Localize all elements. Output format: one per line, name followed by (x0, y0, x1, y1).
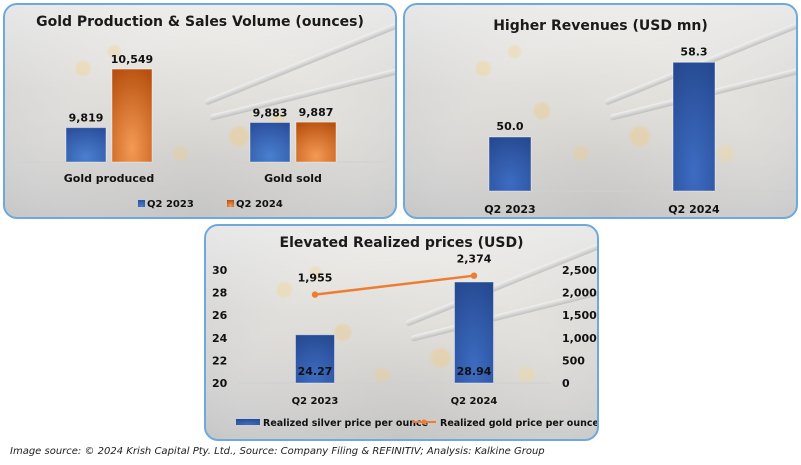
chart-panel-production-sales: Gold Production & Sales Volume (ounces) … (3, 3, 397, 219)
bar-q2-2024 (295, 121, 337, 163)
gold-price-point (311, 291, 319, 298)
x-tick-label: Q2 2024 (668, 203, 720, 216)
data-label: 9,887 (299, 106, 334, 119)
bar-revenue (672, 61, 716, 192)
right-axis-tick: 0 (562, 377, 570, 390)
right-axis-tick: 500 (562, 354, 585, 367)
legend-swatch (138, 200, 145, 207)
source-footnote: Image source: © 2024 Krish Capital Pty. … (10, 446, 545, 457)
data-label: 1,955 (298, 272, 333, 285)
left-axis-tick: 28 (212, 287, 227, 300)
right-axis-tick: 2,500 (562, 264, 597, 277)
data-label: 2,374 (457, 253, 492, 266)
realized-prices-chart: 20 22 24 26 28 30 0 500 1,000 1,500 2,000 2,500 24.2… (212, 253, 599, 429)
data-label: 50.0 (496, 120, 523, 133)
x-tick-label: Q2 2024 (451, 396, 498, 407)
left-axis-tick: 24 (212, 332, 228, 345)
data-label: 58.3 (680, 45, 707, 58)
legend-label: Realized gold price per ounce (440, 418, 599, 429)
chart-title: Elevated Realized prices (USD) (279, 235, 524, 251)
right-axis-tick: 1,500 (562, 309, 597, 322)
bar-q2-2024 (111, 68, 153, 163)
bar-q2-2023 (65, 127, 107, 163)
left-axis-tick: 30 (212, 264, 228, 277)
bar-q2-2023 (249, 121, 291, 163)
data-label: 9,883 (253, 106, 288, 119)
legend-label: Q2 2023 (147, 199, 194, 210)
production-sales-chart: 9,819 10,549 Gold produced 9,883 9,887 Gold s… (19, 53, 385, 210)
chart-panel-revenues: Higher Revenues (USD mn) 50.0 Q2 2023 58.3… (403, 3, 798, 219)
legend-swatch-marker (421, 419, 427, 425)
legend-swatch-bar (236, 419, 260, 425)
bar-silver-price (454, 281, 494, 384)
data-label: 28.94 (457, 365, 492, 378)
left-axis-tick: 26 (212, 309, 228, 322)
x-tick-label: Gold produced (64, 172, 154, 185)
data-label: 24.27 (298, 365, 333, 378)
x-tick-label: Q2 2023 (484, 203, 535, 216)
left-axis-tick: 20 (212, 377, 228, 390)
x-tick-label: Gold sold (264, 172, 322, 185)
legend-label: Realized silver price per ounce (263, 418, 428, 429)
chart-title: Gold Production & Sales Volume (ounces) (36, 14, 364, 30)
legend-label: Q2 2024 (236, 199, 283, 210)
data-label: 10,549 (111, 53, 153, 66)
chart-panel-realized-prices: Elevated Realized prices (USD) 20 22 24 26 2… (204, 224, 599, 441)
gold-price-line (314, 274, 475, 296)
left-axis-tick: 22 (212, 354, 227, 367)
bar-silver-price (295, 334, 335, 384)
right-axis-tick: 2,000 (562, 287, 597, 300)
chart-title: Higher Revenues (USD mn) (493, 18, 708, 34)
legend-swatch (227, 200, 234, 207)
bar-revenue (488, 136, 532, 192)
revenues-chart: 50.0 Q2 2023 58.3 Q2 2024 (419, 45, 785, 216)
gold-price-point (470, 272, 478, 279)
data-label: 9,819 (69, 112, 104, 125)
right-axis-tick: 1,000 (562, 332, 597, 345)
x-tick-label: Q2 2023 (292, 396, 339, 407)
